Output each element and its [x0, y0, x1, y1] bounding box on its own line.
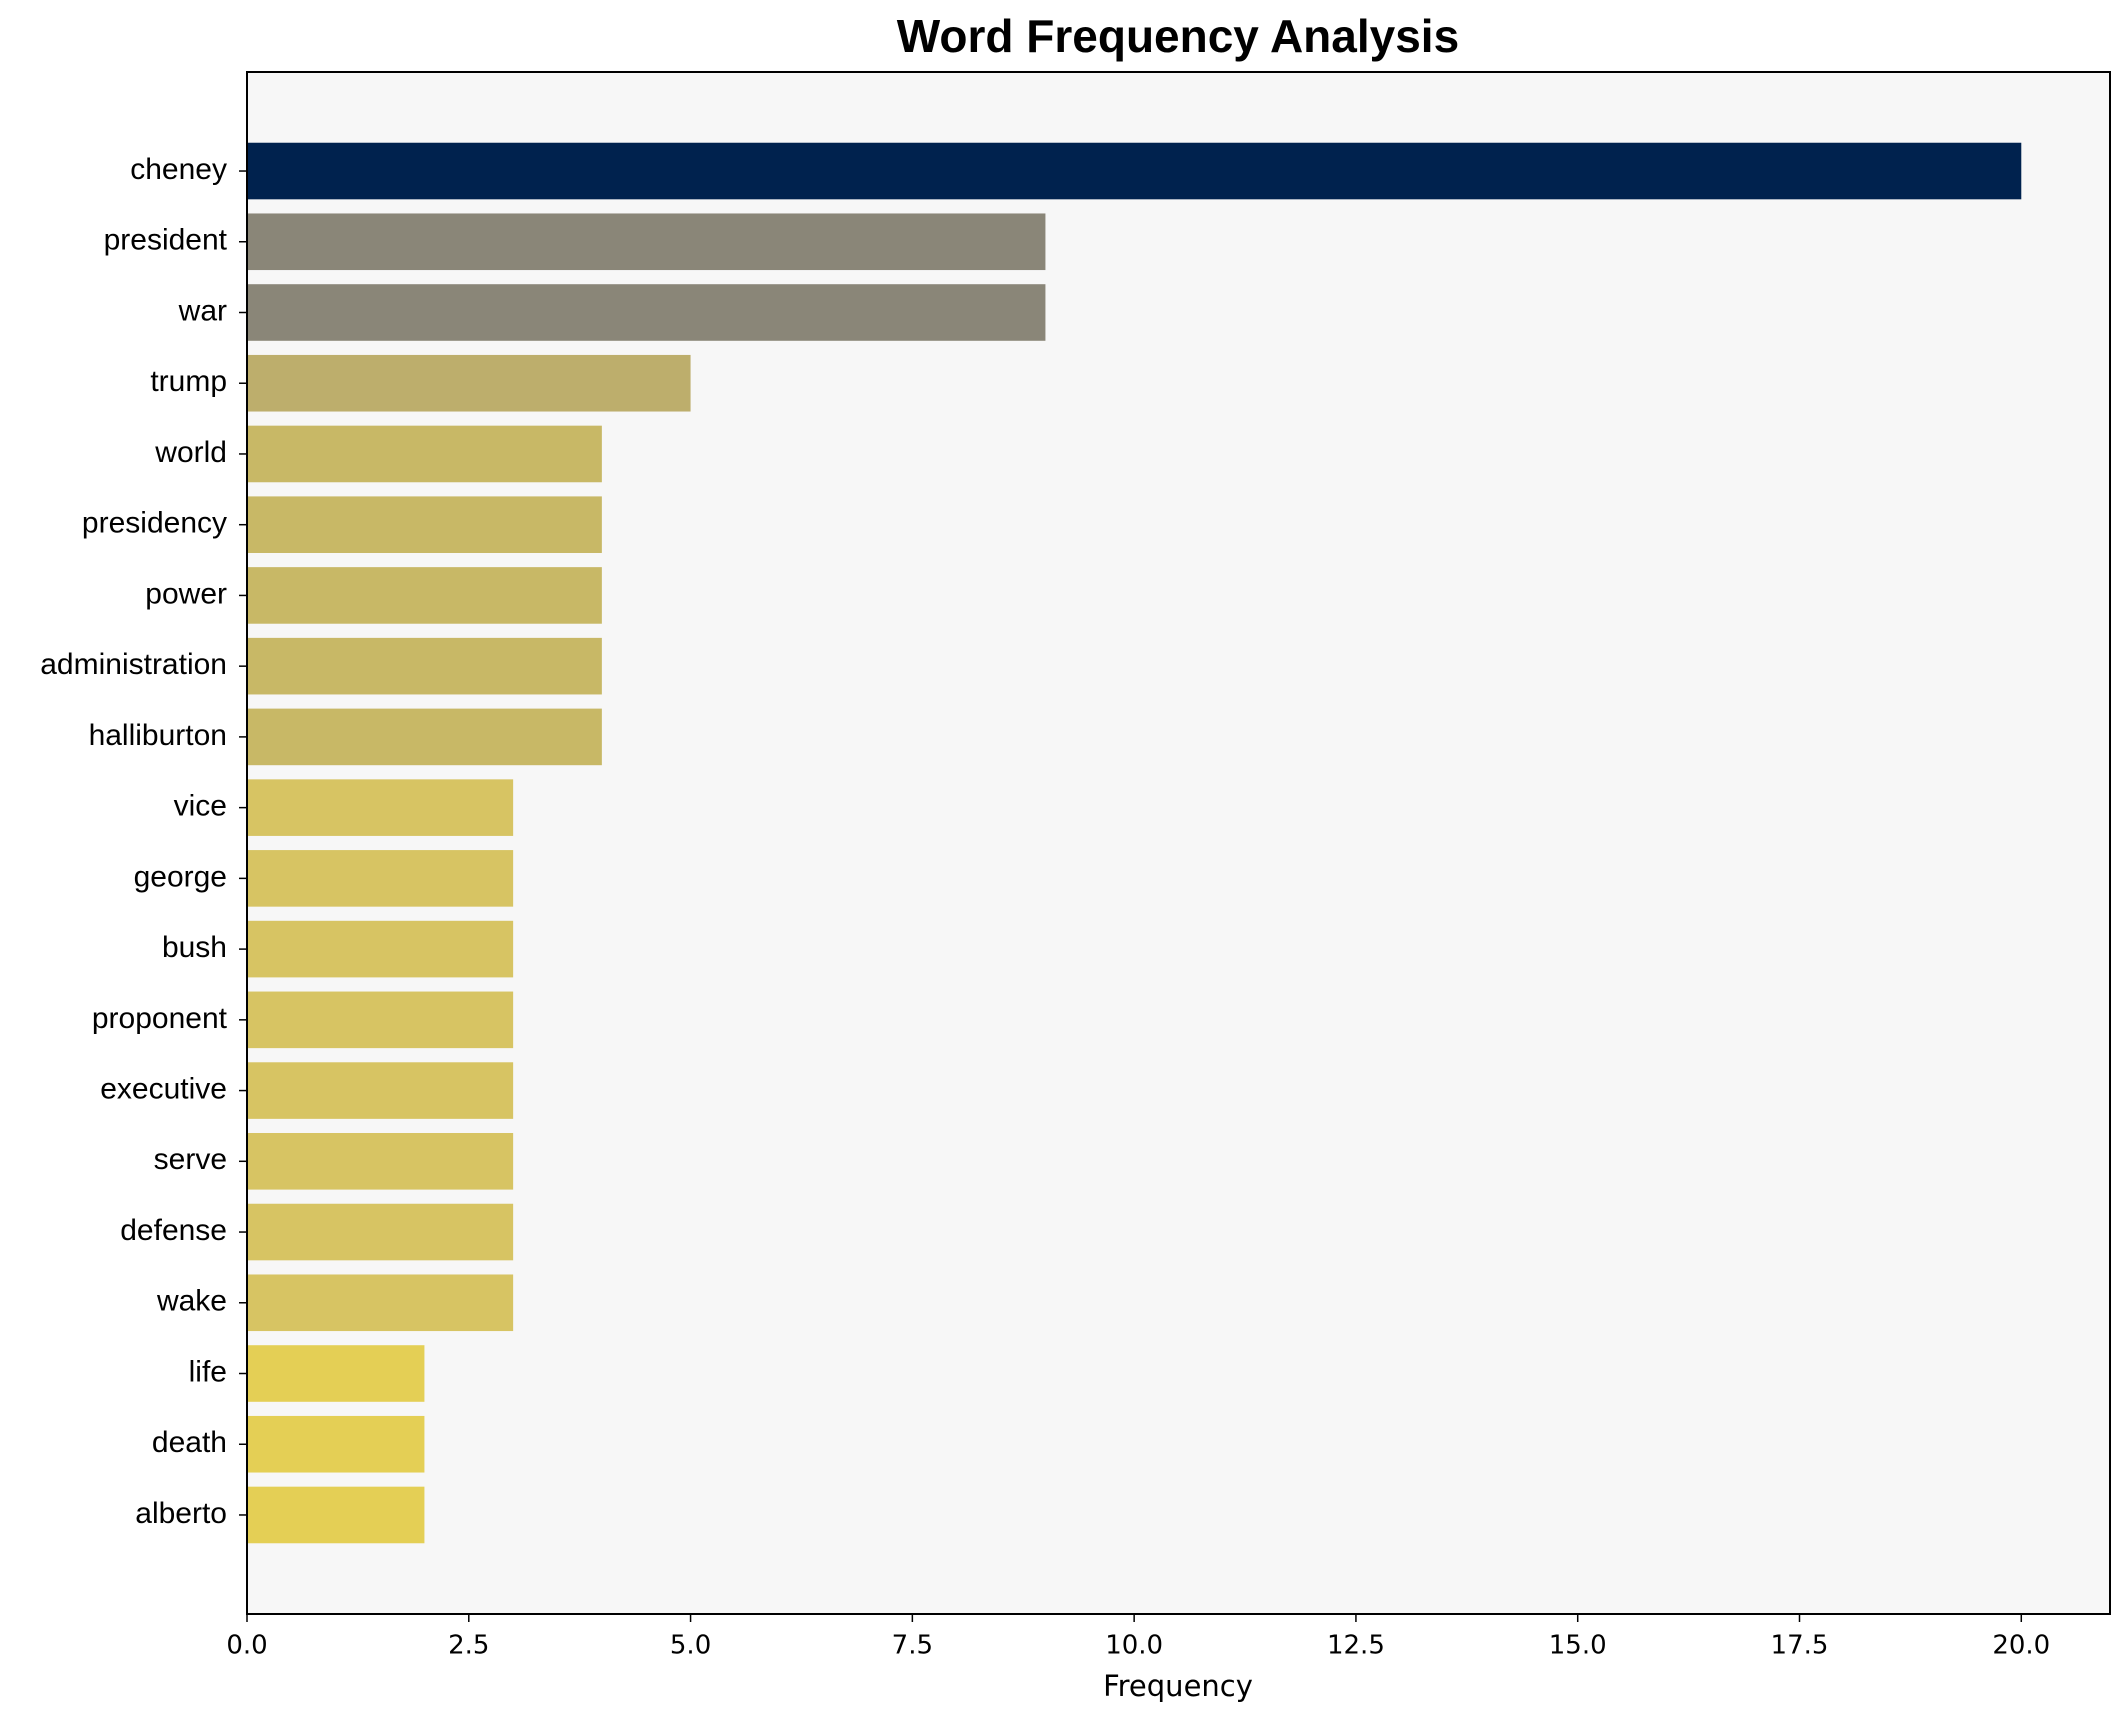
y-tick-label: defense — [120, 1214, 227, 1247]
x-tick-label: 17.5 — [1771, 1631, 1829, 1661]
x-tick-label: 12.5 — [1327, 1631, 1385, 1661]
y-tick-label: power — [145, 577, 227, 610]
bar — [247, 567, 602, 624]
bar — [247, 1203, 514, 1261]
bar — [247, 354, 691, 412]
x-tick-label: 7.5 — [892, 1631, 933, 1661]
bar — [247, 1486, 425, 1544]
y-tick-label: george — [134, 860, 227, 893]
y-tick-label: bush — [162, 931, 227, 964]
y-tick-label: vice — [174, 790, 227, 823]
bar — [247, 1133, 514, 1190]
y-tick-label: trump — [150, 365, 227, 398]
chart-title: Word Frequency Analysis — [897, 10, 1459, 62]
y-tick-label: wake — [156, 1285, 227, 1318]
y-tick-label: alberto — [135, 1497, 227, 1530]
bar — [247, 284, 1046, 341]
bar — [247, 991, 514, 1049]
y-tick-label: serve — [154, 1143, 227, 1176]
x-tick-label: 0.0 — [226, 1631, 267, 1661]
y-tick-label: president — [104, 224, 228, 257]
bar — [247, 1274, 514, 1332]
x-tick-label: 15.0 — [1549, 1631, 1607, 1661]
bar — [247, 496, 602, 553]
y-tick-label: administration — [40, 648, 227, 681]
y-tick-label: executive — [100, 1072, 227, 1105]
y-tick-label: proponent — [92, 1002, 228, 1035]
x-tick-label: 10.0 — [1105, 1631, 1163, 1661]
bar — [247, 708, 602, 766]
y-tick-label: life — [189, 1355, 227, 1388]
y-tick-label: halliburton — [89, 719, 227, 752]
bar — [247, 920, 514, 978]
y-tick-label: death — [152, 1426, 227, 1459]
x-axis-label: Frequency — [1103, 1669, 1253, 1703]
bar — [247, 1415, 425, 1473]
y-tick-label: world — [154, 436, 227, 469]
y-tick-label: cheney — [130, 153, 227, 186]
bar — [247, 1062, 514, 1119]
bar — [247, 1345, 425, 1402]
y-tick-label: presidency — [82, 507, 227, 540]
bar — [247, 425, 602, 483]
bar — [247, 637, 602, 695]
axes-frame — [246, 71, 2111, 1615]
y-tick-label: war — [178, 294, 227, 327]
bar — [247, 850, 514, 907]
bar — [247, 213, 1046, 271]
x-tick-label: 2.5 — [448, 1631, 489, 1661]
x-tick-label: 20.0 — [1992, 1631, 2050, 1661]
bar — [247, 142, 2022, 200]
bar — [247, 779, 514, 836]
x-tick-label: 5.0 — [670, 1631, 711, 1661]
